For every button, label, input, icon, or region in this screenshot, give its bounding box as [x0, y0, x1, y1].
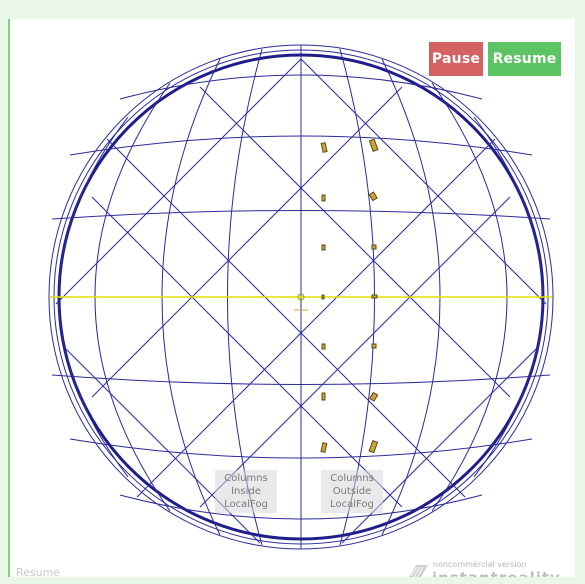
diagonal-line: [55, 58, 302, 305]
pause-button[interactable]: Pause: [429, 42, 483, 76]
diagonal-line: [300, 58, 547, 305]
fog-columns: [320, 138, 379, 454]
diagonal-line: [106, 138, 466, 498]
resume-button[interactable]: Resume: [488, 42, 561, 76]
column-inside: [320, 442, 328, 453]
horizontal-axis: [50, 293, 552, 311]
watermark-subtitle: noncommercial version: [433, 560, 527, 569]
instantreality-logo-icon: [409, 565, 428, 577]
axis-origin-marker: [297, 293, 305, 301]
column-inside: [321, 244, 326, 251]
column-outside: [369, 391, 379, 402]
column-outside: [368, 191, 378, 202]
columns-outside-label[interactable]: Columns Outside LocalFog: [321, 470, 383, 513]
diagonal-line: [136, 138, 496, 498]
column-inside: [321, 392, 326, 401]
columns-inside-label[interactable]: Columns Inside LocalFog: [215, 470, 277, 513]
wireframe-scene: [48, 44, 554, 550]
column-inside: [320, 142, 328, 153]
column-outside: [371, 294, 378, 299]
diagonal-line: [91, 196, 403, 508]
status-text: Resume: [16, 566, 61, 579]
column-outside: [368, 138, 379, 152]
3d-viewport[interactable]: Pause Resume Columns Inside LocalFog Col…: [8, 19, 575, 577]
diagonal-line: [199, 196, 511, 508]
column-inside: [321, 194, 326, 202]
column-outside: [368, 439, 379, 454]
watermark: noncommercial version instantreality: [407, 558, 567, 577]
watermark-title: instantreality: [432, 569, 561, 577]
column-inside: [321, 343, 326, 350]
column-inside: [321, 294, 325, 300]
diagonal-line: [91, 86, 403, 398]
column-outside: [371, 343, 377, 349]
column-outside: [371, 244, 377, 250]
diagonal-line: [199, 86, 511, 398]
